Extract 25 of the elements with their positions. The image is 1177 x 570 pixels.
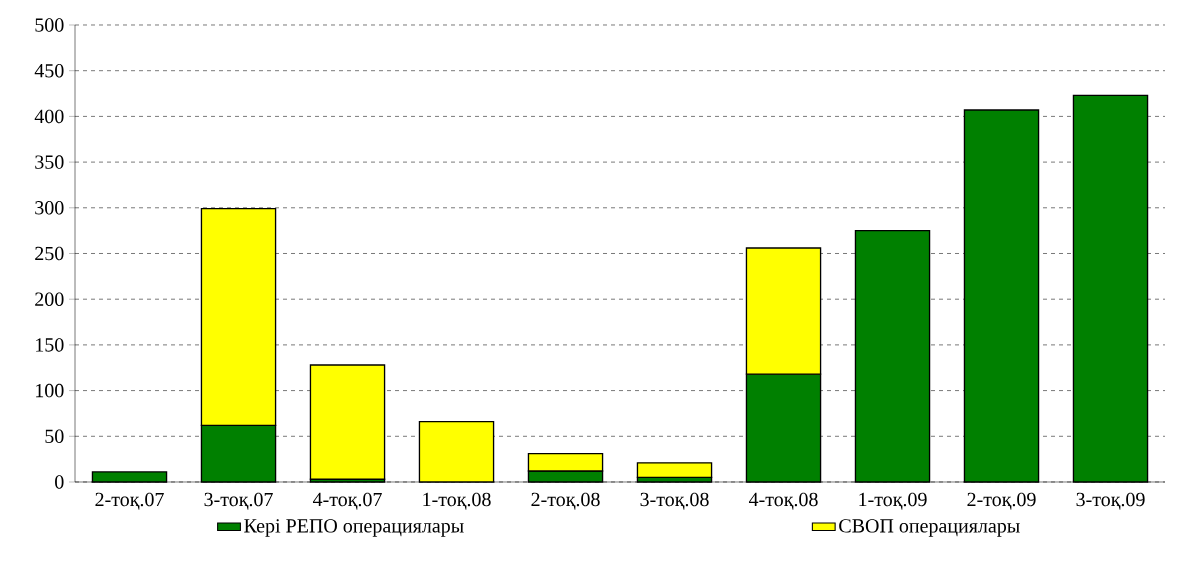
y-tick-label: 150: [36, 338, 64, 352]
y-tick-label: 50: [45, 429, 64, 444]
bar: [636, 462, 713, 479]
y-tick-label: 0: [55, 475, 64, 489]
bar: [309, 364, 386, 480]
legend-label: Кері РЕПО операциялары: [244, 519, 464, 537]
y-tick-label: 500: [35, 18, 64, 32]
x-tick-label: 2-тоқ.08: [531, 492, 600, 510]
x-tick-label: 1-тоқ.09: [859, 492, 927, 510]
x-tick-label: 3-тоқ.09: [1076, 492, 1145, 510]
x-tick-label: 4-тоқ.08: [748, 492, 818, 510]
y-tick-label: 350: [35, 155, 64, 169]
x-tick-label: 2-тоқ.07: [95, 492, 164, 510]
y-tick-label: 100: [36, 383, 64, 398]
x-tick-label: 3-тоқ.07: [204, 492, 273, 510]
legend-label: СВОП операциялары: [839, 519, 1020, 537]
x-tick-label: 2-тоқ.09: [967, 492, 1036, 510]
y-tick-label: 250: [35, 246, 64, 261]
y-tick-label: 450: [34, 63, 64, 78]
x-tick-label: 1-тоқ.08: [423, 492, 491, 510]
y-tick-label: 300: [35, 201, 64, 215]
x-tick-label: 4-тоқ.07: [312, 492, 382, 510]
x-tick-label: 3-тоқ.08: [640, 492, 709, 510]
y-tick-label: 400: [34, 109, 64, 124]
y-tick-label: 200: [35, 292, 64, 306]
